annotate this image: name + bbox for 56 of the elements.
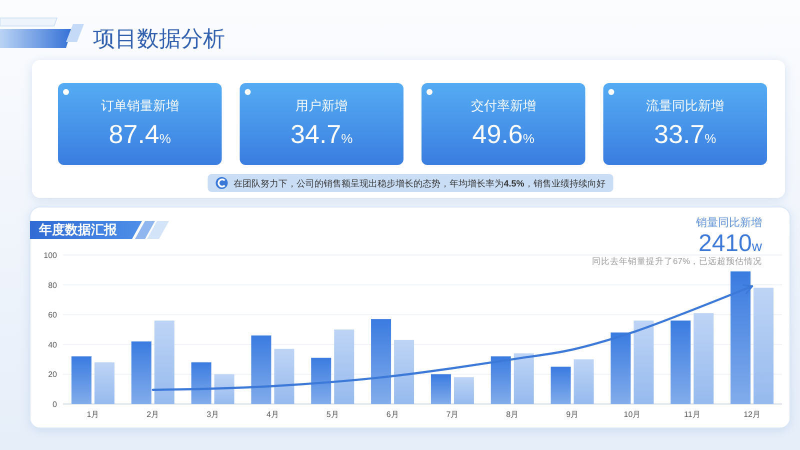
y-tick-label: 0 xyxy=(52,400,58,409)
x-tick-label: 12月 xyxy=(744,410,760,419)
bar xyxy=(490,356,511,404)
text: 项目数据分析 xyxy=(93,26,225,51)
bar xyxy=(610,332,631,404)
bar xyxy=(514,353,534,404)
category-label: 用户新增 xyxy=(296,98,348,113)
bar xyxy=(394,340,414,404)
bar xyxy=(371,319,392,404)
x-tick-label: 6月 xyxy=(386,410,399,419)
x-tick-label: 8月 xyxy=(506,410,519,419)
bar xyxy=(430,374,451,404)
bar xyxy=(311,358,332,404)
bar xyxy=(131,341,152,404)
y-tick-label: 20 xyxy=(48,370,58,380)
x-tick-label: 11月 xyxy=(684,410,700,419)
annotation: 2410w xyxy=(698,230,763,257)
bar xyxy=(754,288,774,404)
bar xyxy=(694,313,714,404)
category-label: 交付率新增 xyxy=(470,98,536,113)
bar xyxy=(274,348,294,404)
bar xyxy=(334,330,354,404)
bar xyxy=(574,359,594,404)
x-tick-label: 1月 xyxy=(86,410,100,419)
x-tick-label: 9月 xyxy=(566,410,579,419)
text: 49.6% xyxy=(472,119,534,149)
bar xyxy=(454,377,474,404)
bar xyxy=(154,320,174,404)
text: 在团队努力下，公司的销售额呈现出稳步增长的态势，年均增长率为4.5%，销售业绩持续向好 xyxy=(234,178,606,188)
bar xyxy=(550,366,571,404)
bar xyxy=(730,271,751,404)
x-tick-label: 4月 xyxy=(266,410,279,419)
y-tick-label: 80 xyxy=(48,280,58,290)
y-tick-label: 40 xyxy=(48,340,58,350)
bar xyxy=(251,335,272,404)
bar xyxy=(214,374,234,404)
chart-title: 年度数据汇报 xyxy=(38,222,118,237)
text: 销量同比新增 xyxy=(695,216,762,229)
bar xyxy=(94,362,114,404)
bar xyxy=(634,320,654,404)
bar xyxy=(670,320,691,404)
text: 87.4% xyxy=(108,119,171,149)
text: 33.7% xyxy=(654,119,716,149)
bar xyxy=(71,356,92,404)
text: 34.7% xyxy=(290,119,353,149)
x-tick-label: 7月 xyxy=(446,410,459,419)
x-tick-label: 5月 xyxy=(326,410,339,419)
bar xyxy=(191,362,212,404)
category-label: 订单销量新增 xyxy=(100,98,179,113)
category-label: 流量同比新增 xyxy=(646,98,724,113)
annotation: 同比去年销量提升了67%，已远超预估情况 xyxy=(592,256,762,266)
x-tick-label: 2月 xyxy=(146,410,160,419)
y-tick-label: 60 xyxy=(48,310,58,320)
y-tick-label: 100 xyxy=(44,251,58,260)
x-tick-label: 3月 xyxy=(206,410,220,419)
x-tick-label: 10月 xyxy=(624,410,641,419)
